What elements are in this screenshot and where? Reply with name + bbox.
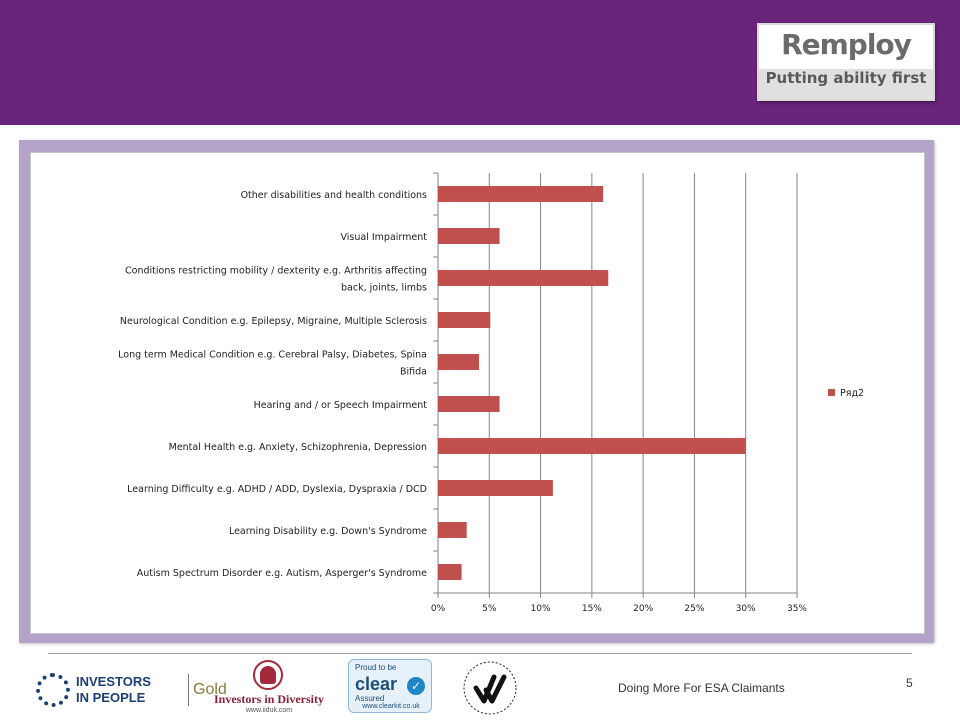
category-label: back, joints, limbs xyxy=(341,283,427,294)
positive-about-disabled-people-logo xyxy=(461,660,519,716)
x-tick-label: 35% xyxy=(787,604,807,614)
category-label: Long term Medical Condition e.g. Cerebra… xyxy=(118,350,427,361)
x-tick-label: 25% xyxy=(684,604,704,614)
category-label: Hearing and / or Speech Impairment xyxy=(254,400,428,411)
investors-in-people-logo: INVESTORS IN PEOPLE Gold xyxy=(36,671,227,711)
checkmark-icon: ✓ xyxy=(407,677,425,695)
bar xyxy=(438,438,746,454)
category-label: Bifida xyxy=(400,367,427,378)
clear-sub-text: Assured xyxy=(355,694,385,703)
iip-line2: IN PEOPLE xyxy=(76,690,146,705)
legend-swatch xyxy=(828,389,835,396)
clear-word: clear xyxy=(355,674,398,694)
clear-assured-logo: Proud to be clear Assured ✓ www.clearkit… xyxy=(348,659,432,713)
category-label: Autism Spectrum Disorder e.g. Autism, As… xyxy=(137,568,427,579)
x-tick-label: 30% xyxy=(736,604,756,614)
x-tick-label: 0% xyxy=(431,604,446,614)
clear-top-text: Proud to be xyxy=(355,663,397,672)
bar xyxy=(438,564,462,580)
category-label: Other disabilities and health conditions xyxy=(241,190,427,201)
iid-url: www.iiduk.com xyxy=(245,707,293,714)
x-tick-label: 10% xyxy=(531,604,551,614)
bar xyxy=(438,480,553,496)
clear-url: www.clearkit.co.uk xyxy=(362,703,420,710)
legend-label: Ряд2 xyxy=(840,388,864,399)
category-label: Mental Health e.g. Anxiety, Schizophreni… xyxy=(169,442,427,453)
page-number: 5 xyxy=(906,676,913,690)
chart-panel: 0% 5% 10% 15% 20% 25% 30% 35% Other disabilities… xyxy=(30,152,925,634)
category-label: Learning Disability e.g. Down's Syndrome xyxy=(229,526,427,537)
x-tick-label: 5% xyxy=(482,604,497,614)
footer-title: Doing More For ESA Claimants xyxy=(618,681,785,695)
iip-gold-label: Gold xyxy=(193,681,227,698)
investors-in-diversity-logo: Investors in Diversity www.iiduk.com xyxy=(213,660,325,716)
category-label: Neurological Condition e.g. Epilepsy, Mi… xyxy=(120,316,427,327)
brand-tagline: Putting ability first xyxy=(759,69,933,99)
x-tick-label: 15% xyxy=(582,604,602,614)
bar xyxy=(438,354,480,370)
investors-in-people-mark-icon xyxy=(36,673,70,707)
iip-separator xyxy=(188,674,189,706)
brand-name: Remploy xyxy=(781,28,912,61)
footer-divider xyxy=(48,653,912,654)
bar xyxy=(438,228,500,244)
bar xyxy=(438,522,467,538)
bar xyxy=(438,186,604,202)
bar xyxy=(438,270,609,286)
category-label: Learning Difficulty e.g. ADHD / ADD, Dys… xyxy=(127,484,427,495)
remploy-logo: Remploy Putting ability first xyxy=(757,23,935,101)
iid-label: Investors in Diversity xyxy=(214,692,324,706)
bar-chart: 0% 5% 10% 15% 20% 25% 30% 35% Other disabilities… xyxy=(118,172,864,614)
x-tick-label: 20% xyxy=(633,604,653,614)
bar xyxy=(438,396,500,412)
category-label: Visual Impairment xyxy=(340,232,427,243)
category-label: Conditions restricting mobility / dexter… xyxy=(125,266,427,277)
iip-line1: INVESTORS xyxy=(76,674,151,689)
bar xyxy=(438,312,491,328)
two-ticks-icon xyxy=(463,661,517,715)
investors-in-diversity-mark-icon xyxy=(253,660,283,690)
